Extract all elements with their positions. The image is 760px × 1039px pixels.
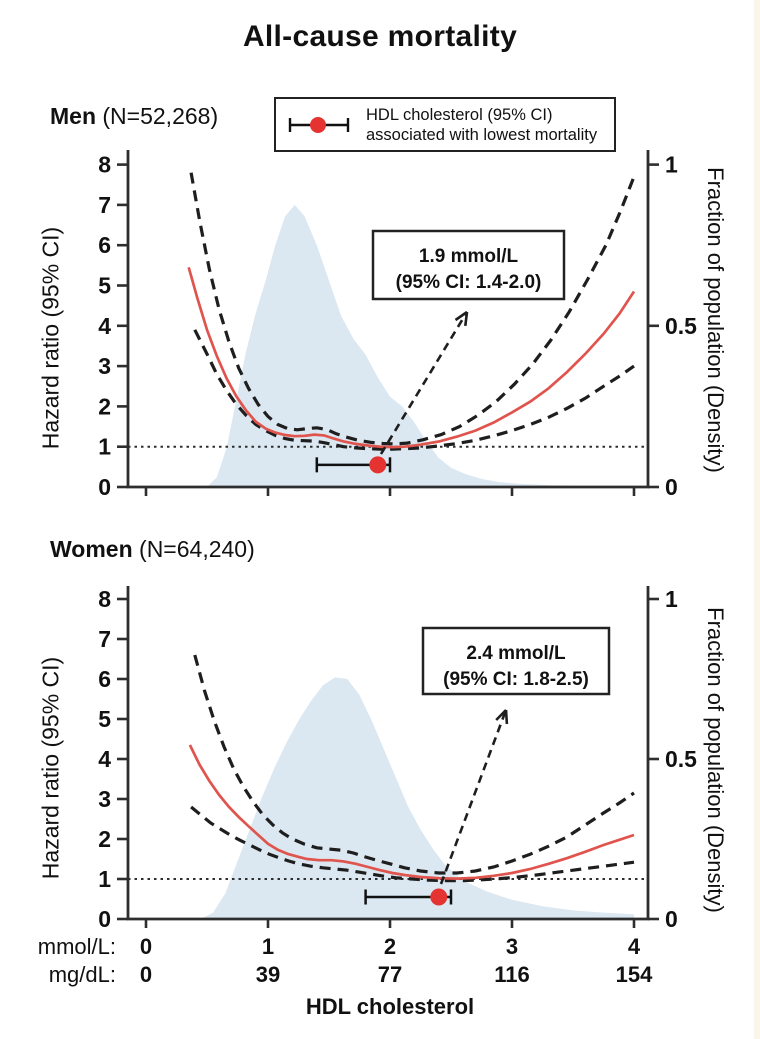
- panel-title-men: Men (N=52,268): [50, 103, 218, 130]
- annotation-arrow-women: [439, 709, 508, 885]
- panel-title-women-name: Women: [50, 536, 133, 562]
- legend-text: HDL cholesterol (95% CI) associated with…: [366, 105, 597, 145]
- y2-tick-label-men: 0.5: [665, 313, 697, 339]
- x-tick-value-mgdl: 77: [377, 962, 403, 987]
- y2-axis-label-women: Fraction of population (Density): [703, 607, 728, 913]
- hazard-ratio-curve-women: [188, 744, 635, 880]
- annotation-arrowhead-men: [464, 311, 469, 327]
- y-tick-label-women: 1: [98, 866, 111, 892]
- annotation-line1-women: 2.4 mmol/L: [466, 643, 566, 664]
- panel-title-men-name: Men: [50, 103, 96, 129]
- x-axis-title: HDL cholesterol: [305, 994, 475, 1019]
- ci-lower-curve-women: [190, 805, 635, 883]
- ci-upper-curve-women: [193, 654, 635, 875]
- legend-line2: associated with lowest mortality: [366, 125, 598, 144]
- legend-dot: [310, 116, 326, 133]
- y-tick-label-men: 4: [98, 313, 111, 339]
- y-tick-label-men: 5: [98, 273, 111, 299]
- y2-tick-label-women: 0.5: [665, 746, 697, 772]
- panel-title-men-count: (N=52,268): [102, 103, 219, 129]
- panel-title-women: Women (N=64,240): [50, 536, 255, 563]
- y-tick-label-men: 8: [98, 152, 111, 178]
- annotation-line2-women: (95% CI: 1.8-2.5): [443, 669, 589, 690]
- annotation-arrowhead-women: [495, 709, 507, 721]
- y-tick-label-women: 6: [98, 666, 111, 692]
- errorbar-with-dot-icon: [288, 116, 350, 133]
- hazard-ratio-curve-men: [187, 267, 636, 449]
- y-tick-label-women: 3: [98, 786, 111, 812]
- scan-edge-artifact: [754, 0, 760, 1039]
- y2-tick-label-men: 0: [665, 474, 678, 500]
- y-tick-label-men: 6: [98, 232, 111, 258]
- y-tick-label-men: 3: [98, 353, 111, 379]
- x-tick-value-mmol: 1: [261, 934, 275, 959]
- annotation-box-men: [371, 229, 566, 301]
- x-tick-value-mmol: 3: [505, 934, 519, 959]
- density-area-men: [207, 204, 632, 487]
- y-tick-label-women: 5: [98, 706, 111, 732]
- x-axis-row-mgdl: mg/dL: 0 39 77 116 154: [0, 962, 760, 988]
- ci-lower-curve-men: [193, 329, 635, 451]
- x-tick-value-mgdl: 154: [615, 962, 653, 987]
- legend-line1: HDL cholesterol (95% CI): [366, 105, 553, 124]
- y2-axis-label-men: Fraction of population (Density): [703, 167, 728, 473]
- legend-box: HDL cholesterol (95% CI) associated with…: [274, 97, 616, 152]
- y-tick-label-women: 2: [98, 826, 111, 852]
- optimum-dot-men: [369, 456, 387, 474]
- y-tick-label-women: 7: [98, 626, 111, 652]
- y-tick-label-men: 0: [98, 474, 111, 500]
- y-tick-label-men: 7: [98, 192, 111, 218]
- annotation-arrowhead-men: [454, 310, 468, 322]
- x-tick-value-mmol: 0: [139, 934, 153, 959]
- annotation-line1-men: 1.9 mmol/L: [419, 246, 519, 267]
- ci-upper-curve-men: [189, 172, 636, 446]
- y-tick-label-women: 4: [98, 746, 111, 772]
- y-axis-label-women: Hazard ratio (95% CI): [37, 656, 64, 880]
- x-tick-value-mgdl: 0: [139, 962, 153, 987]
- x-axis-unit-label-mgdl: mg/dL:: [48, 962, 116, 987]
- y2-tick-label-men: 1: [665, 152, 678, 178]
- panel-men: 0 1 2 3 4 5 6 7 8 0 0.5 1 1.9 mmol/L (95% CI: 1.4-2.0…: [98, 150, 697, 500]
- y-tick-label-men: 2: [98, 393, 111, 419]
- x-tick-value-mgdl: 116: [494, 962, 530, 987]
- y-tick-label-men: 1: [98, 434, 111, 460]
- annotation-box-women: [421, 626, 611, 696]
- x-axis-row-mmol: mmol/L: 0 1 2 3 4: [0, 934, 760, 960]
- panel-women: 0 1 2 3 4 5 6 7 8 0 0.5 1 2.4 mmol/L (95% CI: 1.8-2.5…: [98, 586, 697, 932]
- annotation-line2-men: (95% CI: 1.4-2.0): [396, 272, 542, 293]
- figure-title: All-cause mortality: [242, 20, 518, 53]
- y-tick-label-women: 8: [98, 586, 111, 612]
- density-area-women: [200, 677, 634, 919]
- x-tick-value-mmol: 4: [627, 934, 641, 959]
- x-tick-value-mmol: 2: [383, 934, 397, 959]
- annotation-arrow-men: [379, 311, 469, 455]
- panel-title-women-count: (N=64,240): [139, 536, 255, 562]
- y-tick-label-women: 0: [98, 906, 111, 932]
- y-axis-label-men: Hazard ratio (95% CI): [37, 226, 64, 450]
- x-tick-value-mgdl: 39: [255, 962, 281, 987]
- x-axis-unit-label-mmol: mmol/L:: [37, 934, 116, 959]
- optimum-dot-women: [430, 888, 448, 906]
- y2-tick-label-women: 0: [665, 906, 678, 932]
- y2-tick-label-women: 1: [665, 586, 678, 612]
- annotation-arrowhead-women: [504, 709, 509, 725]
